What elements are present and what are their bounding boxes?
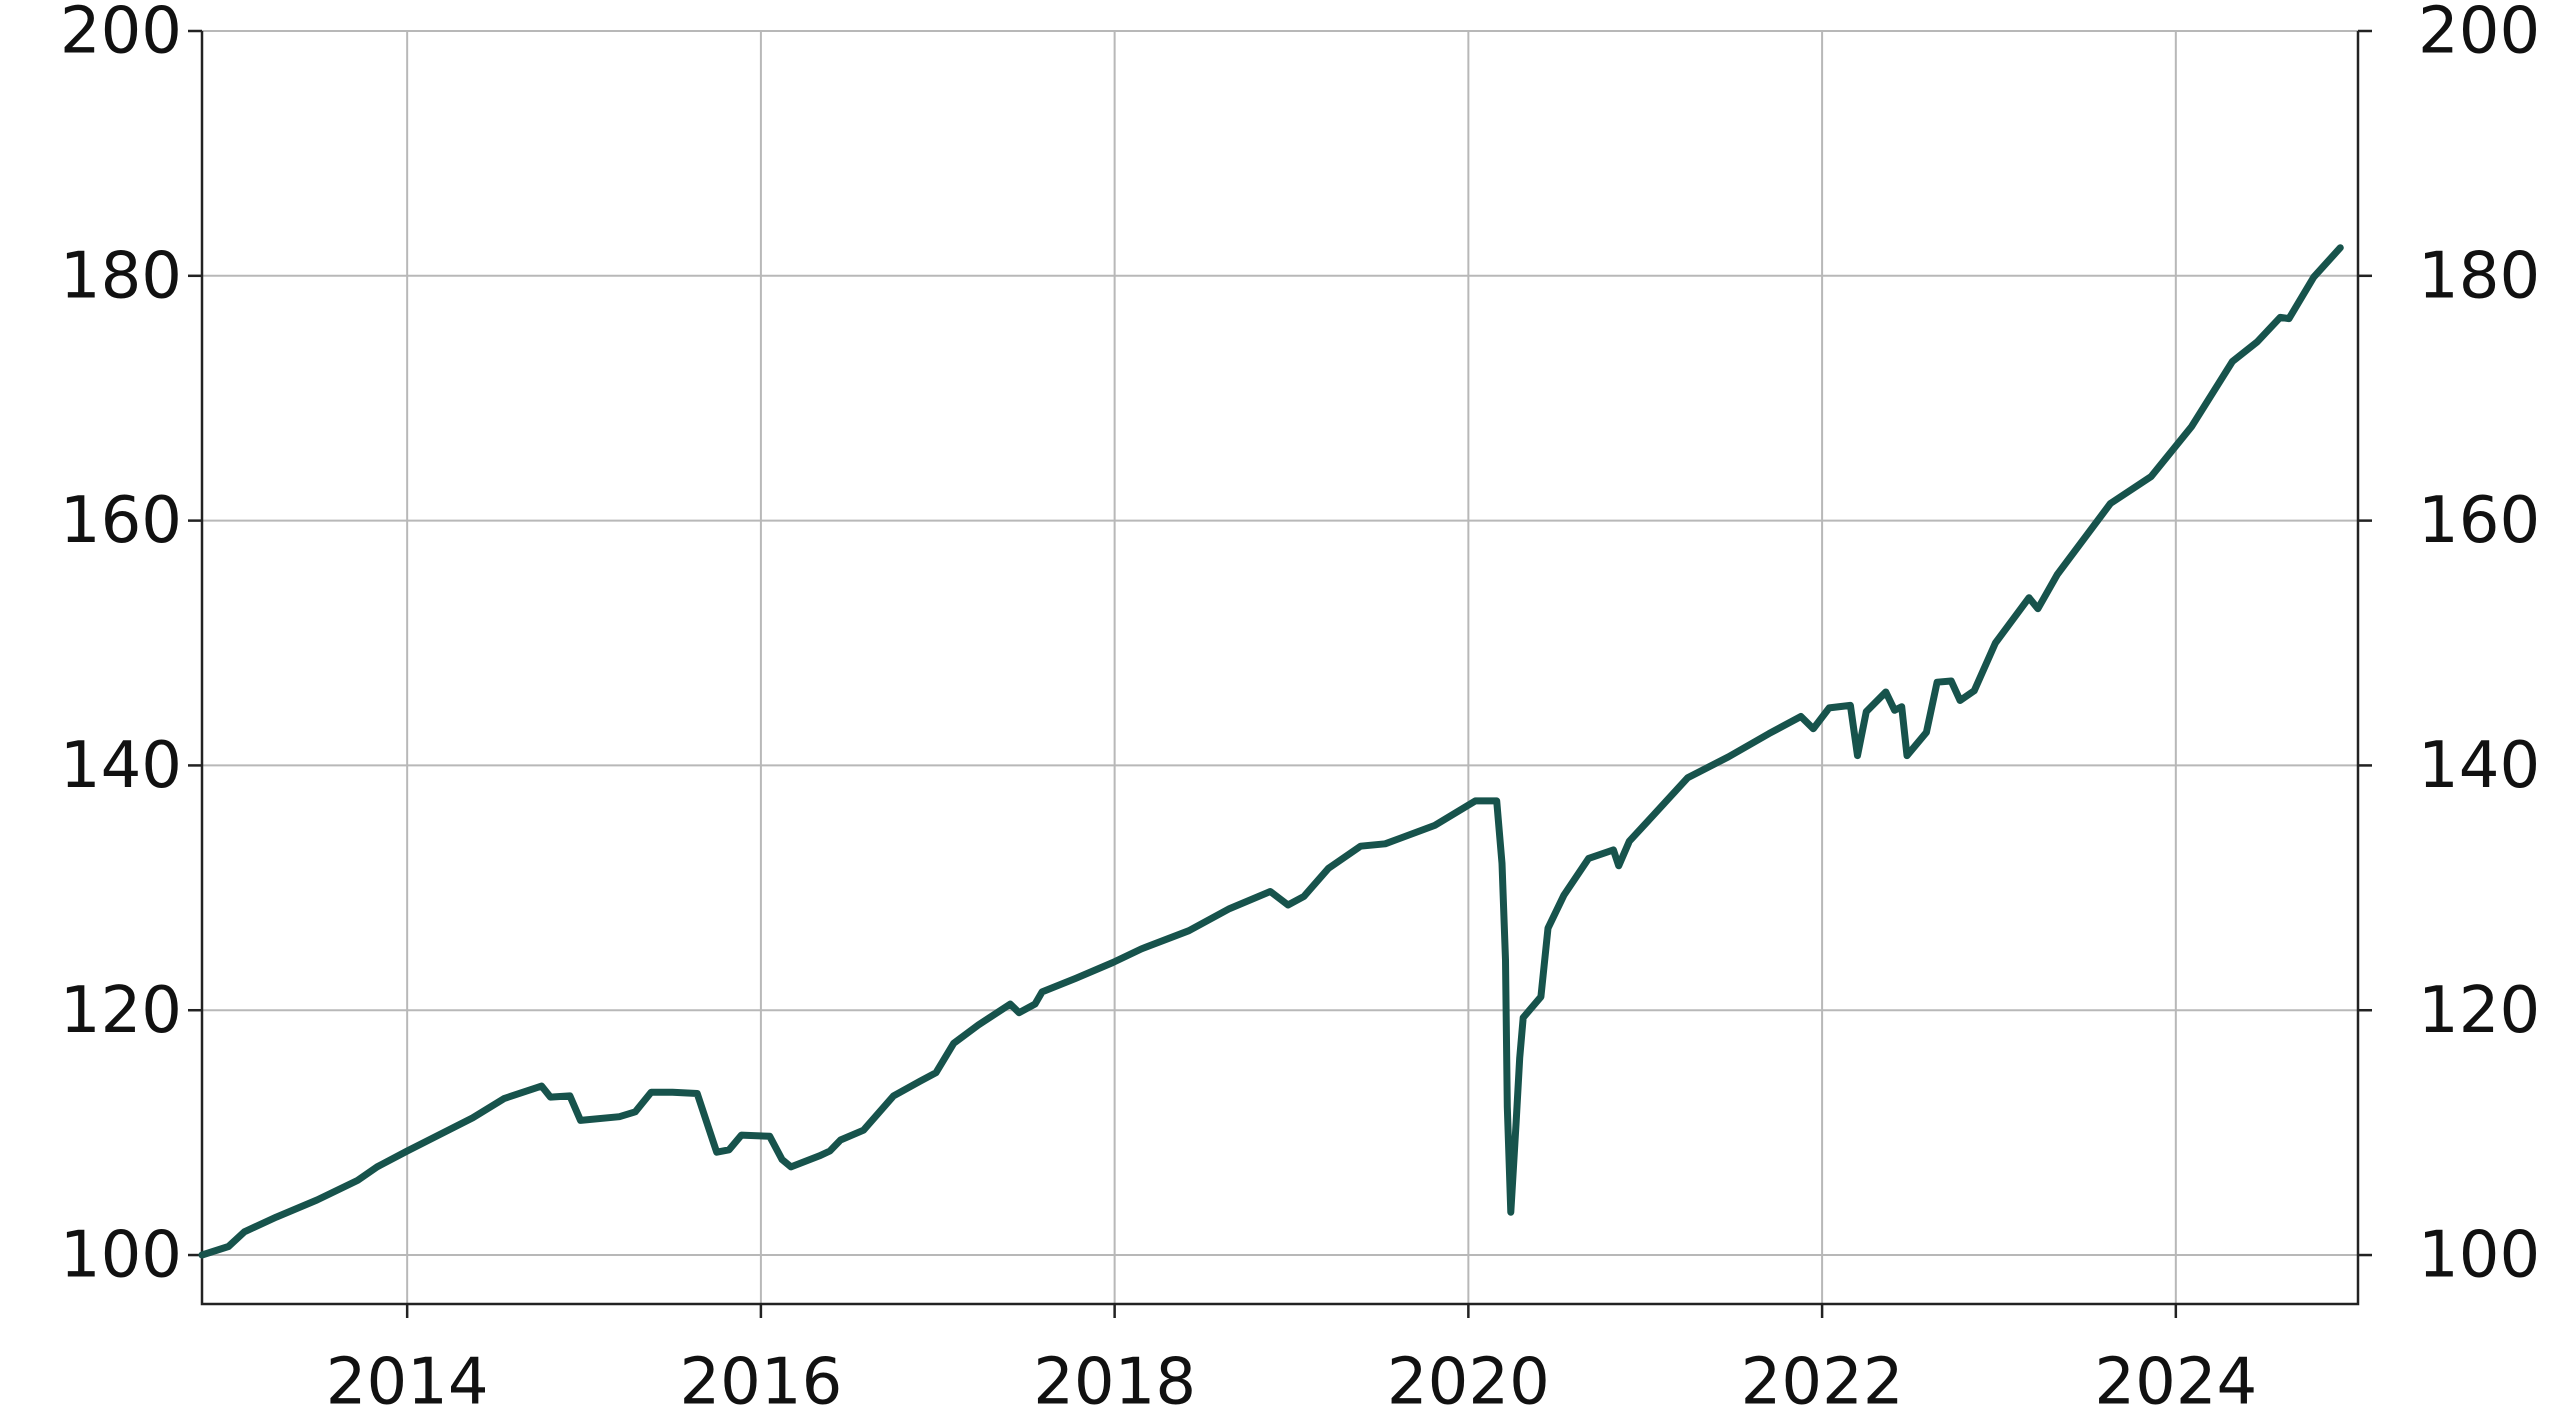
data-line [198, 244, 2344, 1259]
y-tick-label: 200 [60, 0, 182, 69]
x-tick-label: 2014 [326, 1346, 489, 1418]
y-tick-label: 180 [60, 239, 182, 313]
y-tick-label: 160 [60, 484, 182, 558]
y2-tick-label: 140 [2418, 729, 2540, 803]
y2-tick-label: 160 [2418, 484, 2540, 558]
x-tick-label: 2020 [1387, 1346, 1550, 1418]
y-tick-label: 100 [60, 1219, 182, 1293]
x-tick-label: 2024 [2094, 1346, 2257, 1418]
y-tick-label: 120 [60, 974, 182, 1048]
y2-tick-label: 180 [2418, 239, 2540, 313]
x-tick-label: 2022 [1741, 1346, 1904, 1418]
y2-tick-label: 100 [2418, 1219, 2540, 1293]
y-tick-label: 140 [60, 729, 182, 803]
x-tick-label: 2018 [1033, 1346, 1196, 1418]
x-tick-label: 2016 [679, 1346, 842, 1418]
y2-tick-label: 200 [2418, 0, 2540, 69]
y2-tick-label: 120 [2418, 974, 2540, 1048]
axis-frame [200, 31, 2360, 1306]
